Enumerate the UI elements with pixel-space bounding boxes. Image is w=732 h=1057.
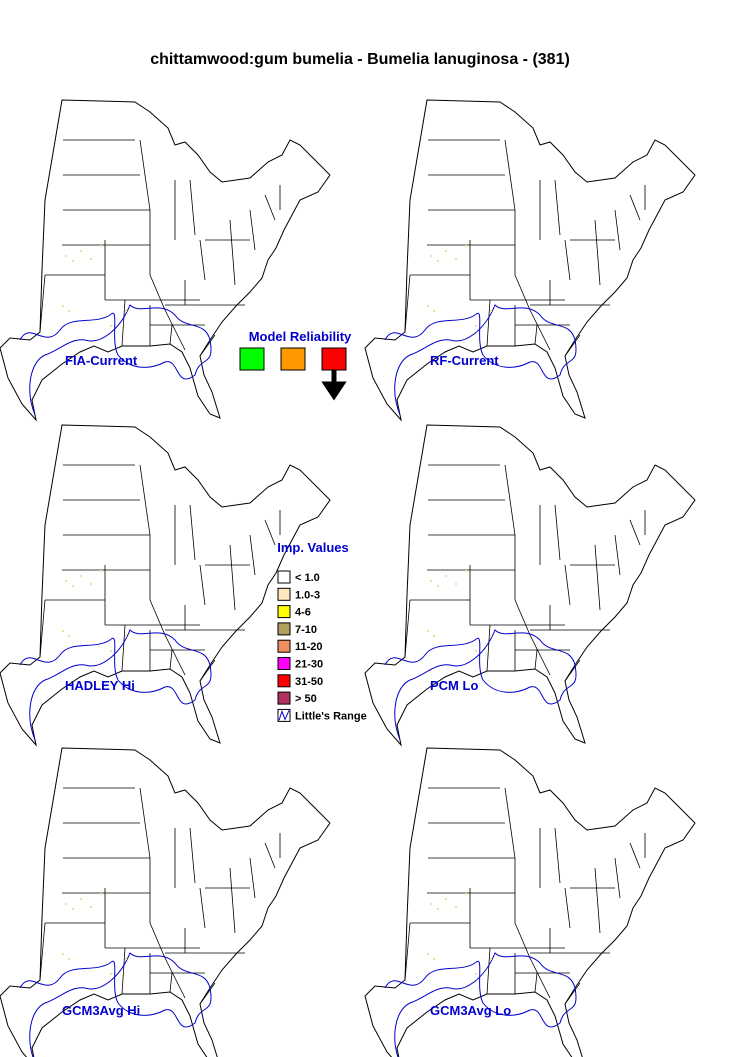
legend-swatch <box>277 674 291 688</box>
panel-label: PCM Lo <box>430 678 478 693</box>
reliability-box <box>321 347 347 371</box>
legend-label: 31-50 <box>295 676 323 688</box>
reliability-boxes <box>239 347 347 371</box>
panel-label: HADLEY Hi <box>65 678 135 693</box>
reliability-box <box>280 347 306 371</box>
legend-label: 4-6 <box>295 607 311 619</box>
panel-label: RF-Current <box>430 353 499 368</box>
map <box>0 747 331 1057</box>
range-label: Little's Range <box>295 710 367 722</box>
legend-swatch <box>277 691 291 705</box>
title: chittamwood:gum bumelia - Bumelia lanugi… <box>150 51 570 68</box>
legend-label: 21-30 <box>295 659 323 671</box>
map <box>364 99 696 421</box>
legend-label: 7-10 <box>295 624 317 636</box>
legend-swatch <box>277 587 291 601</box>
reliability-label: Model Reliability <box>249 329 352 344</box>
legend-swatch <box>277 570 291 584</box>
legend-label: 1.0-3 <box>295 589 320 601</box>
legend-label: < 1.0 <box>295 572 320 584</box>
arrow <box>321 370 347 401</box>
legend-swatch <box>277 605 291 619</box>
range-zigzag <box>278 709 290 721</box>
legend-label: 11-20 <box>295 641 323 653</box>
panel-labels: FIA-Current RF-Current HADLEY Hi PCM Lo GCM3… <box>62 353 511 1018</box>
legend-swatch <box>277 622 291 636</box>
legend-swatch <box>277 657 291 670</box>
legend-label: > 50 <box>295 693 317 705</box>
legend-swatch <box>277 639 291 653</box>
panel-label: GCM3Avg Hi <box>62 1003 140 1018</box>
maps <box>0 99 696 1057</box>
reliability-box <box>239 347 265 371</box>
map <box>364 424 696 746</box>
legend: < 1.0 1.0-3 4-6 7-10 11-20 21-30 31-50 > 50 Litt… <box>277 570 367 722</box>
panel-label: GCM3Avg Lo <box>430 1003 511 1018</box>
legend-title: Imp. Values <box>277 540 349 555</box>
panel-label: FIA-Current <box>65 353 138 368</box>
map <box>364 747 696 1057</box>
map <box>0 99 331 421</box>
